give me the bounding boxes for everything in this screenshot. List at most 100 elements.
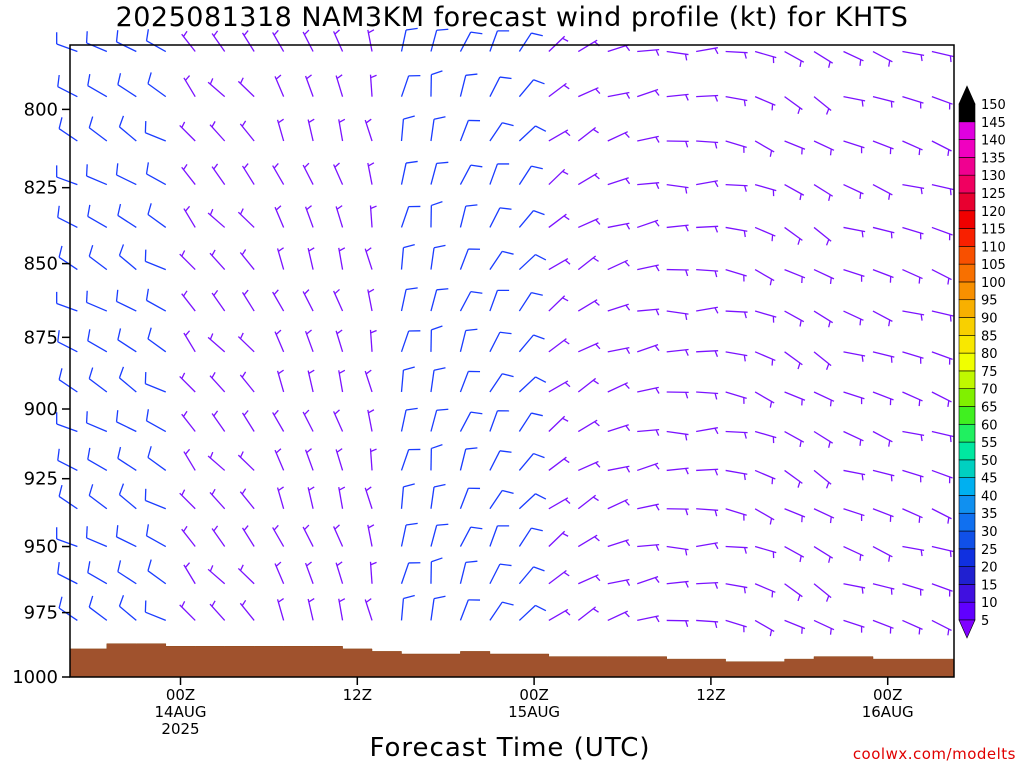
wind-barb — [577, 255, 599, 271]
wind-barb — [115, 525, 137, 548]
wind-barb — [725, 183, 748, 192]
wind-barb — [145, 162, 167, 186]
wind-barb — [577, 419, 600, 433]
wind-barb — [548, 569, 570, 585]
wind-barb — [931, 50, 954, 63]
wind-barb — [459, 328, 478, 352]
wind-barb — [548, 497, 571, 510]
wind-barb — [696, 350, 719, 357]
colorbar-label: 70 — [981, 383, 998, 398]
wind-barb — [518, 566, 545, 585]
wind-barb — [117, 560, 137, 585]
wind-barb — [400, 330, 421, 353]
wind-barb — [607, 303, 631, 312]
colorbar-swatch — [958, 352, 976, 372]
wind-barb — [931, 226, 953, 241]
wind-barb — [725, 351, 748, 362]
wind-barb — [209, 249, 226, 271]
wind-barb — [304, 448, 314, 471]
wind-barb — [367, 162, 375, 185]
wind-barb — [183, 562, 196, 585]
wind-barb — [784, 268, 806, 284]
wind-barb — [430, 444, 443, 471]
wind-barb — [147, 559, 167, 585]
wind-barb — [813, 545, 834, 563]
wind-barb — [335, 329, 344, 353]
wind-barb — [754, 269, 775, 286]
wind-barb — [179, 601, 196, 621]
colorbar-swatch — [958, 548, 976, 567]
wind-barb — [607, 259, 630, 271]
x-tick-label: 15AUG — [508, 703, 560, 721]
wind-barb — [276, 486, 285, 509]
wind-barb — [85, 290, 108, 312]
wind-barb — [459, 204, 478, 228]
wind-barb — [430, 408, 449, 432]
wind-barb — [239, 599, 255, 621]
colorbar-swatch — [958, 601, 976, 621]
wind-barb — [577, 126, 599, 142]
wind-barb — [666, 545, 689, 556]
wind-barb — [931, 583, 953, 597]
wind-barb — [307, 369, 315, 393]
wind-barb — [666, 183, 689, 194]
wind-barb — [430, 523, 449, 547]
wind-barb — [489, 525, 510, 547]
wind-barb — [367, 524, 375, 547]
wind-barb — [400, 74, 421, 97]
wind-barb — [577, 377, 599, 393]
wind-barb — [333, 409, 344, 432]
wind-barb — [607, 498, 630, 510]
colorbar-swatch — [958, 317, 976, 336]
wind-barb — [666, 619, 689, 627]
wind-barb — [843, 96, 866, 107]
wind-barb — [784, 140, 806, 155]
colorbar-label: 100 — [981, 276, 1006, 291]
wind-barb — [87, 74, 108, 98]
wind-barb — [666, 430, 689, 441]
wind-barb — [338, 598, 346, 621]
wind-barb — [459, 73, 478, 97]
wind-barb — [58, 117, 78, 142]
wind-barb — [813, 351, 832, 370]
colorbar-swatch — [958, 228, 976, 247]
colorbar-label: 50 — [981, 454, 998, 469]
wind-barb — [725, 545, 748, 554]
wind-barb — [183, 205, 196, 228]
wind-barb — [666, 467, 689, 475]
wind-barb — [459, 447, 478, 471]
wind-barb — [577, 172, 600, 186]
wind-barb — [489, 289, 510, 312]
wind-barb — [577, 534, 600, 548]
wind-barb — [307, 486, 315, 509]
wind-barb — [872, 96, 895, 108]
wind-barb — [725, 50, 748, 59]
wind-barb — [400, 205, 421, 228]
wind-barb — [459, 31, 483, 52]
wind-barb — [637, 344, 660, 353]
colorbar-swatch — [958, 530, 976, 550]
wind-barb — [843, 545, 864, 561]
wind-barb — [338, 247, 346, 270]
wind-barb — [209, 372, 226, 393]
wind-barb — [181, 410, 196, 432]
wind-barb — [872, 583, 895, 595]
wind-barb — [607, 131, 630, 142]
wind-barb — [272, 524, 285, 547]
wind-barb — [696, 619, 719, 629]
wind-barb — [181, 163, 196, 185]
wind-barb — [931, 619, 952, 636]
y-tick-label: 825 — [24, 178, 58, 199]
wind-barb — [902, 310, 925, 321]
colorbar: 5 10 15 20 25 30 35 40 45 50 55 60 65 70 75 80 85 90 95 100… — [958, 85, 1006, 639]
wind-barb — [637, 462, 660, 472]
wind-barb — [725, 469, 748, 481]
wind-barb — [813, 508, 835, 524]
wind-barb — [239, 249, 255, 270]
source-credit: coolwx.com/modelts — [852, 745, 1016, 763]
wind-barb — [400, 483, 415, 509]
wind-barb — [754, 310, 777, 323]
wind-barb — [400, 287, 418, 312]
wind-barb — [272, 289, 285, 312]
wind-barb — [241, 289, 255, 312]
